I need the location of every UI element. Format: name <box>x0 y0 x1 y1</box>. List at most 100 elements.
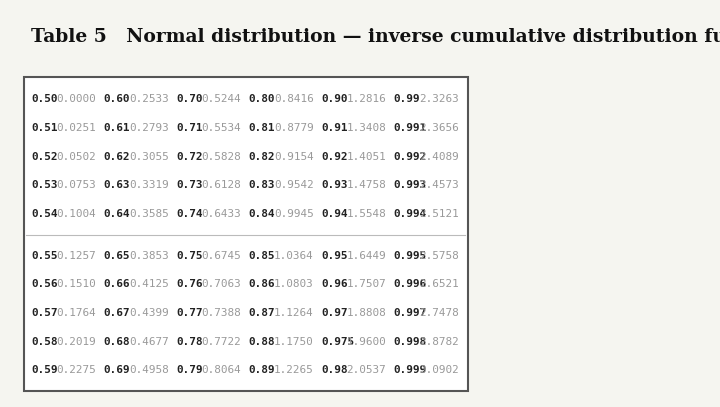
Text: 0.83: 0.83 <box>248 180 275 190</box>
Text: 0.85: 0.85 <box>248 251 275 260</box>
Text: 0.8416: 0.8416 <box>274 94 314 104</box>
Text: 0.72: 0.72 <box>176 151 202 162</box>
Text: 2.3263: 2.3263 <box>419 94 459 104</box>
Text: 0.1764: 0.1764 <box>56 308 96 318</box>
Text: 0.7063: 0.7063 <box>202 279 241 289</box>
Text: 0.991: 0.991 <box>394 123 427 133</box>
Text: 2.7478: 2.7478 <box>419 308 459 318</box>
Text: 0.5534: 0.5534 <box>202 123 241 133</box>
Text: 2.0537: 2.0537 <box>346 365 386 375</box>
Text: 1.1750: 1.1750 <box>274 337 314 347</box>
Text: 0.51: 0.51 <box>31 123 58 133</box>
Text: 0.75: 0.75 <box>176 251 202 260</box>
Text: 0.60: 0.60 <box>104 94 130 104</box>
Text: 0.3319: 0.3319 <box>129 180 168 190</box>
Text: 0.3585: 0.3585 <box>129 209 168 219</box>
Text: 1.4758: 1.4758 <box>346 180 386 190</box>
Text: 0.2793: 0.2793 <box>129 123 168 133</box>
Text: 1.8808: 1.8808 <box>346 308 386 318</box>
Text: 0.996: 0.996 <box>394 279 427 289</box>
Text: 0.4399: 0.4399 <box>129 308 168 318</box>
Text: 1.9600: 1.9600 <box>346 337 386 347</box>
Text: 1.5548: 1.5548 <box>346 209 386 219</box>
Text: 0.8779: 0.8779 <box>274 123 314 133</box>
Text: 0.3853: 0.3853 <box>129 251 168 260</box>
Text: 0.58: 0.58 <box>31 337 58 347</box>
Text: 0.8064: 0.8064 <box>202 365 241 375</box>
Text: 0.0753: 0.0753 <box>56 180 96 190</box>
Text: 0.73: 0.73 <box>176 180 202 190</box>
Text: 0.59: 0.59 <box>31 365 58 375</box>
Text: 1.3408: 1.3408 <box>346 123 386 133</box>
Text: 2.4573: 2.4573 <box>419 180 459 190</box>
Text: 2.3656: 2.3656 <box>419 123 459 133</box>
Text: 3.0902: 3.0902 <box>419 365 459 375</box>
Text: 0.63: 0.63 <box>104 180 130 190</box>
Text: 0.999: 0.999 <box>394 365 427 375</box>
Text: 0.94: 0.94 <box>321 209 348 219</box>
Text: 0.80: 0.80 <box>248 94 275 104</box>
Text: 0.6745: 0.6745 <box>202 251 241 260</box>
Text: 0.9542: 0.9542 <box>274 180 314 190</box>
Text: 0.96: 0.96 <box>321 279 348 289</box>
Text: 0.4125: 0.4125 <box>129 279 168 289</box>
Text: 0.994: 0.994 <box>394 209 427 219</box>
Text: 0.98: 0.98 <box>321 365 348 375</box>
Text: 0.65: 0.65 <box>104 251 130 260</box>
Text: 2.5758: 2.5758 <box>419 251 459 260</box>
Text: 0.6128: 0.6128 <box>202 180 241 190</box>
Text: 0.97: 0.97 <box>321 308 348 318</box>
Text: 1.2265: 1.2265 <box>274 365 314 375</box>
Text: 0.992: 0.992 <box>394 151 427 162</box>
Text: 0.998: 0.998 <box>394 337 427 347</box>
Text: 0.82: 0.82 <box>248 151 275 162</box>
Text: 0.84: 0.84 <box>248 209 275 219</box>
Text: 0.90: 0.90 <box>321 94 348 104</box>
Text: 0.89: 0.89 <box>248 365 275 375</box>
Text: 0.92: 0.92 <box>321 151 348 162</box>
Text: 0.1257: 0.1257 <box>56 251 96 260</box>
Text: 0.7388: 0.7388 <box>202 308 241 318</box>
Text: 1.0364: 1.0364 <box>274 251 314 260</box>
Text: 0.55: 0.55 <box>31 251 58 260</box>
Text: 0.3055: 0.3055 <box>129 151 168 162</box>
Text: 0.68: 0.68 <box>104 337 130 347</box>
Text: 0.50: 0.50 <box>31 94 58 104</box>
Text: 0.77: 0.77 <box>176 308 202 318</box>
Text: 0.64: 0.64 <box>104 209 130 219</box>
Text: 0.88: 0.88 <box>248 337 275 347</box>
Text: 0.1510: 0.1510 <box>56 279 96 289</box>
Text: 0.5244: 0.5244 <box>202 94 241 104</box>
Text: 0.56: 0.56 <box>31 279 58 289</box>
Text: 0.7722: 0.7722 <box>202 337 241 347</box>
Text: 0.86: 0.86 <box>248 279 275 289</box>
Text: 0.993: 0.993 <box>394 180 427 190</box>
Text: 2.5121: 2.5121 <box>419 209 459 219</box>
Text: 0.0251: 0.0251 <box>56 123 96 133</box>
Text: 0.76: 0.76 <box>176 279 202 289</box>
Text: 2.6521: 2.6521 <box>419 279 459 289</box>
Text: 0.9154: 0.9154 <box>274 151 314 162</box>
Text: 1.0803: 1.0803 <box>274 279 314 289</box>
Text: 0.69: 0.69 <box>104 365 130 375</box>
Bar <box>24 77 468 391</box>
Text: 0.995: 0.995 <box>394 251 427 260</box>
Text: 1.7507: 1.7507 <box>346 279 386 289</box>
Text: 0.61: 0.61 <box>104 123 130 133</box>
Text: 0.93: 0.93 <box>321 180 348 190</box>
Text: 0.79: 0.79 <box>176 365 202 375</box>
Text: 0.2533: 0.2533 <box>129 94 168 104</box>
Text: 1.2816: 1.2816 <box>346 94 386 104</box>
Text: 0.66: 0.66 <box>104 279 130 289</box>
Text: 0.6433: 0.6433 <box>202 209 241 219</box>
Text: 0.81: 0.81 <box>248 123 275 133</box>
Text: 0.91: 0.91 <box>321 123 348 133</box>
Text: 0.0000: 0.0000 <box>56 94 96 104</box>
Text: 0.78: 0.78 <box>176 337 202 347</box>
Text: 0.975: 0.975 <box>321 337 354 347</box>
Text: 0.0502: 0.0502 <box>56 151 96 162</box>
Text: 0.95: 0.95 <box>321 251 348 260</box>
Text: 0.2275: 0.2275 <box>56 365 96 375</box>
Text: 1.6449: 1.6449 <box>346 251 386 260</box>
Text: 2.4089: 2.4089 <box>419 151 459 162</box>
